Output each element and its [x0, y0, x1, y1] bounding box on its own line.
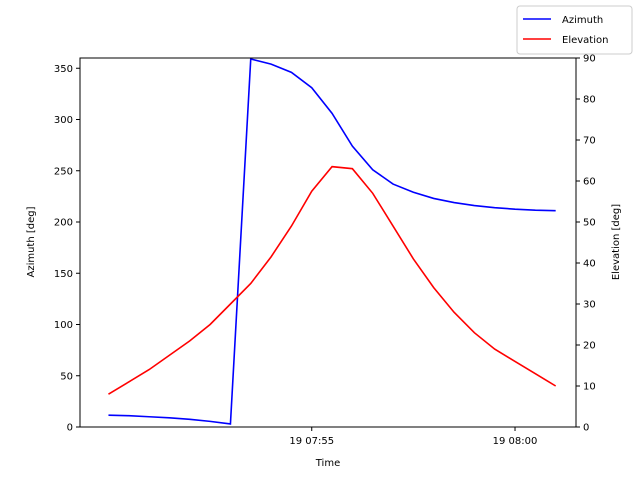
legend-label-elevation: Elevation — [562, 35, 608, 46]
left-tick-label: 100 — [54, 320, 73, 331]
left-tick-label: 350 — [54, 64, 73, 75]
plot-frame — [79, 57, 577, 428]
right-tick-label: 40 — [583, 259, 596, 270]
right-tick-label: 60 — [583, 177, 596, 188]
right-tick-label: 10 — [583, 382, 596, 393]
left-tick-label: 250 — [54, 166, 73, 177]
right-tick-label: 70 — [583, 136, 596, 147]
series-line-azimuth — [108, 58, 556, 425]
right-tick-label: 50 — [583, 218, 596, 229]
right-tick-label: 30 — [583, 300, 596, 311]
right-axis: 0 10 20 30 40 50 60 70 80 90 — [576, 54, 596, 434]
legend-box — [516, 5, 633, 55]
left-tick-label: 200 — [54, 218, 73, 229]
left-tick-label: 300 — [54, 115, 73, 126]
series-line-elevation — [108, 165, 557, 395]
left-tick-label: 50 — [60, 371, 73, 382]
right-tick-label: 20 — [583, 341, 596, 352]
x-tick-label: 19 08:00 — [493, 436, 538, 447]
right-tick-label: 80 — [583, 95, 596, 106]
y-axis-label-right: Elevation [deg] — [611, 204, 622, 280]
legend-label-azimuth: Azimuth — [562, 15, 603, 26]
left-tick-label: 0 — [67, 423, 73, 434]
y-axis-label-left: Azimuth [deg] — [26, 206, 37, 277]
x-axis-label: Time — [315, 458, 340, 469]
x-tick-label: 19 07:55 — [289, 436, 334, 447]
x-axis: 19 07:55 19 08:00 — [289, 427, 537, 447]
series-lines — [108, 58, 557, 425]
legend: Azimuth Elevation — [516, 5, 633, 55]
left-axis: 0 50 100 150 200 250 300 350 — [54, 64, 80, 434]
left-tick-label: 150 — [54, 269, 73, 280]
right-tick-label: 0 — [583, 423, 589, 434]
right-tick-label: 90 — [583, 54, 596, 65]
